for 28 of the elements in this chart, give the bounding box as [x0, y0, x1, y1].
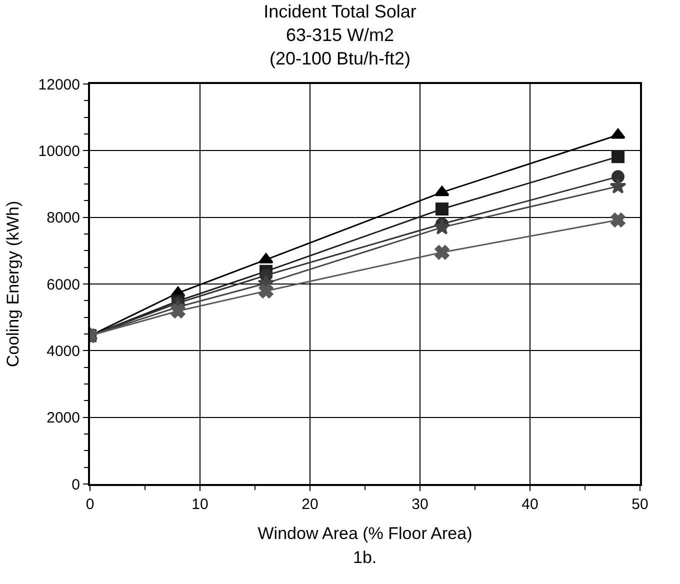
point: [434, 245, 450, 260]
point: [434, 186, 450, 196]
point: [610, 212, 626, 228]
point: [436, 202, 448, 216]
y-axis-title: Cooling Energy (kWh): [3, 200, 22, 368]
point: [610, 178, 626, 194]
x-tick-label: 50: [632, 496, 648, 513]
chart-title: Incident Total Solar 63-315 W/m2 (20-100 Btu/h-ft2): [264, 2, 416, 68]
point: [170, 304, 186, 318]
y-tick-label: 0: [72, 476, 80, 494]
x-tick-label: 30: [412, 496, 428, 513]
y-tick-label: 12000: [38, 76, 80, 94]
x-tick-label: 40: [522, 496, 538, 513]
point: [258, 253, 274, 264]
x-axis-title: Window Area (% Floor Area): [258, 524, 472, 543]
x-tick-label: 0: [86, 496, 94, 513]
y-tick-label: 6000: [46, 276, 80, 294]
y-tick-label: 8000: [46, 210, 80, 227]
y-tick-label: 2000: [46, 410, 80, 427]
point: [610, 128, 626, 139]
y-tick-label: 4000: [46, 342, 80, 360]
x-tick-label: 10: [192, 496, 208, 513]
y-tick-label: 10000: [38, 142, 80, 160]
x-tick-label: 20: [302, 496, 318, 513]
point: [434, 218, 450, 235]
point: [612, 150, 624, 164]
text: 1b.: [353, 548, 377, 567]
point: [258, 284, 274, 298]
